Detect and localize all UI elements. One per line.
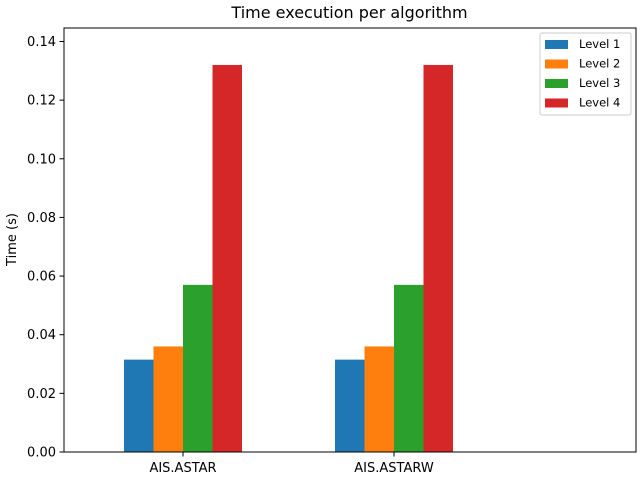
legend-swatch [545,79,568,88]
x-tick-label: AIS.ASTAR [149,461,216,476]
y-tick-label: 0.02 [27,387,56,402]
legend-label: Level 3 [579,76,620,90]
y-tick-label: 0.12 [27,94,56,109]
x-tick-label: AIS.ASTARW [354,461,434,476]
bar-ais-astar-level-3 [183,284,213,452]
bar-ais-astarw-level-3 [394,284,424,452]
y-tick-label: 0.08 [27,211,56,226]
legend-swatch [545,98,568,108]
legend: Level 1 Level 2 Level 3 Level 4 [539,32,632,116]
bar-ais-astar-level-1 [124,359,154,452]
legend-swatch [545,59,568,69]
bar-ais-astar-level-2 [153,346,183,452]
x-axis-ticks: AIS.ASTAR AIS.ASTARW [149,452,434,476]
plot-area-border [63,27,637,453]
legend-swatch [545,40,568,49]
bar-ais-astarw-level-2 [364,346,394,452]
bars-group [124,64,453,453]
y-tick-label: 0.14 [27,35,56,50]
y-tick-label: 0.04 [27,328,56,343]
legend-label: Level 2 [579,57,620,71]
bar-ais-astar-level-4 [212,64,242,453]
legend-box [539,32,632,116]
legend-label: Level 1 [579,37,620,51]
bar-ais-astarw-level-4 [423,64,453,453]
y-tick-label: 0.06 [27,270,56,285]
bar-ais-astarw-level-1 [335,359,365,452]
legend-label: Level 4 [579,96,620,110]
y-axis-label: Time (s) [5,213,20,267]
y-tick-label: 0.10 [27,152,56,167]
y-tick-label: 0.00 [27,446,56,461]
y-axis-ticks: 0.00 0.02 0.04 0.06 0.08 0.10 0.12 0.14 [27,35,64,461]
plot-frame [63,27,637,453]
chart-title: Time execution per algorithm [230,3,467,22]
